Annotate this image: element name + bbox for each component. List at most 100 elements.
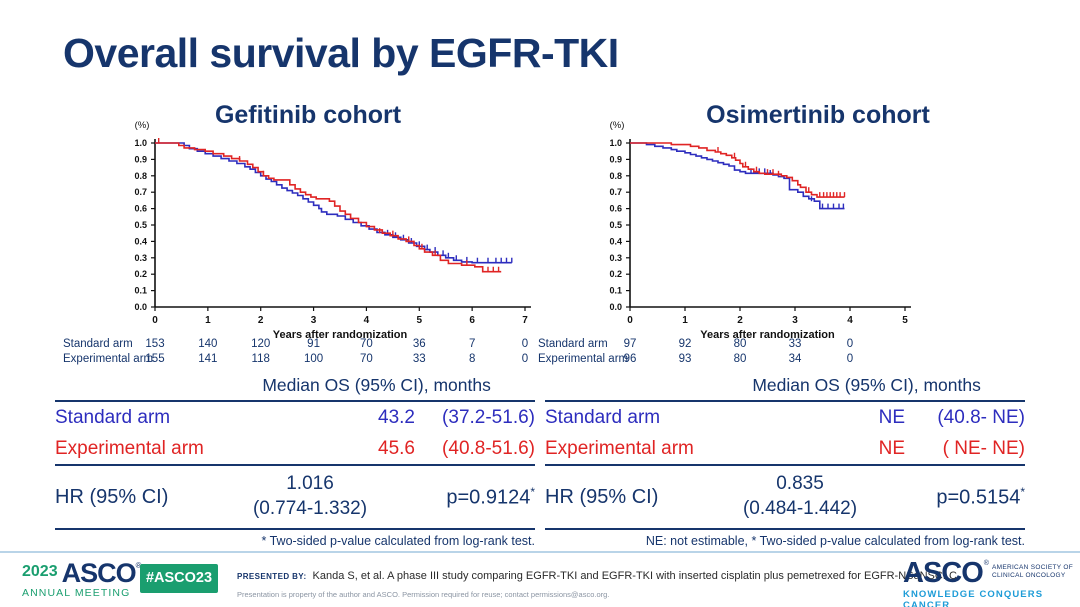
asco-society-logo: ASCO ® AMERICAN SOCIETY OF CLINICAL ONCO… [903, 558, 1080, 607]
svg-text:0.0: 0.0 [609, 302, 622, 312]
median-os-header: Median OS (95% CI), months [262, 375, 491, 395]
svg-text:0.8: 0.8 [134, 171, 147, 181]
svg-text:0: 0 [522, 353, 528, 365]
svg-text:91: 91 [307, 338, 320, 350]
svg-text:155: 155 [145, 353, 164, 365]
svg-text:0: 0 [847, 353, 853, 365]
svg-text:0.7: 0.7 [134, 187, 147, 197]
svg-text:33: 33 [789, 338, 802, 350]
footer-divider [0, 551, 1080, 553]
median-os-header: Median OS (95% CI), months [752, 375, 981, 395]
hr-label: HR (95% CI) [545, 485, 659, 508]
svg-text:3: 3 [311, 315, 317, 326]
svg-text:0.9: 0.9 [609, 154, 622, 164]
ci-value: (40.8- NE) [937, 406, 1025, 428]
svg-text:140: 140 [198, 338, 217, 350]
p-value: p=0.9124* [446, 484, 535, 509]
svg-text:4: 4 [847, 315, 853, 326]
hr-label: HR (95% CI) [55, 485, 169, 508]
svg-text:0.6: 0.6 [609, 204, 622, 214]
svg-text:0.7: 0.7 [609, 187, 622, 197]
svg-text:0.9: 0.9 [134, 154, 147, 164]
svg-text:Standard arm: Standard arm [538, 338, 608, 350]
svg-text:92: 92 [679, 338, 692, 350]
median-value: 45.6 [378, 437, 415, 459]
arm-label: Standard arm [55, 406, 171, 428]
svg-text:0: 0 [627, 315, 633, 326]
svg-text:0.2: 0.2 [134, 269, 147, 279]
hr-value: 0.835 (0.484-1.442) [742, 473, 858, 519]
svg-text:4: 4 [364, 315, 370, 326]
presented-by-block: PRESENTED BY: Kanda S, et al. A phase III… [237, 566, 957, 599]
presented-by-label: PRESENTED BY: [237, 572, 307, 581]
svg-text:0.1: 0.1 [134, 286, 147, 296]
svg-text:0.1: 0.1 [609, 286, 622, 296]
km-chart-gefitinib: (%) 0.0 0.1 0.2 0.3 0.4 0.5 0.6 0.7 0.8 0.9 1.0 0 1 2 3… [63, 120, 531, 365]
asco-annual-meeting-logo: 2023 ASCO® ANNUAL MEETING [22, 560, 142, 599]
svg-text:1.0: 1.0 [609, 138, 622, 148]
svg-text:0.2: 0.2 [609, 269, 622, 279]
table-footnote: * Two-sided p-value calculated from log-… [261, 534, 535, 548]
arm-label: Standard arm [545, 406, 661, 428]
svg-text:0.0: 0.0 [134, 302, 147, 312]
permission-fine-print: Presentation is property of the author a… [237, 590, 610, 599]
svg-text:93: 93 [679, 353, 692, 365]
table-header: Median OS (95% CI), months [545, 372, 1025, 402]
svg-text:7: 7 [522, 315, 528, 326]
hashtag-badge: #ASCO23 [140, 564, 218, 593]
table-header: Median OS (95% CI), months [55, 372, 535, 402]
ci-value: (37.2-51.6) [442, 406, 535, 428]
svg-text:Experimental arm: Experimental arm [63, 353, 153, 365]
svg-text:100: 100 [304, 353, 323, 365]
asco-tagline: KNOWLEDGE CONQUERS CANCER [903, 589, 1044, 607]
svg-text:120: 120 [251, 338, 270, 350]
svg-text:2: 2 [737, 315, 743, 326]
asco-wordmark: ASCO [61, 558, 137, 588]
p-value: p=0.5154* [936, 484, 1025, 509]
svg-text:0.4: 0.4 [609, 236, 622, 246]
registered-mark-icon: ® [135, 561, 142, 570]
osimertinib-cohort-title: Osimertinib cohort [706, 101, 930, 129]
svg-text:96: 96 [624, 353, 637, 365]
svg-text:5: 5 [902, 315, 908, 326]
km-chart-osimertinib: (%) 0.0 0.1 0.2 0.3 0.4 0.5 0.6 0.7 0.8 0.9 1.0 0 1 2 3… [538, 120, 911, 365]
svg-text:Standard arm: Standard arm [63, 338, 133, 350]
registered-mark-icon: ® [983, 560, 989, 567]
svg-text:0.6: 0.6 [134, 204, 147, 214]
page-title: Overall survival by EGFR-TKI [63, 30, 619, 76]
svg-text:3: 3 [792, 315, 798, 326]
svg-text:97: 97 [624, 338, 637, 350]
table-row: Experimental arm NE ( NE- NE) [545, 433, 1025, 464]
median-value: 43.2 [378, 406, 415, 428]
median-value: NE [878, 437, 905, 459]
svg-text:80: 80 [734, 353, 747, 365]
svg-text:8: 8 [469, 353, 475, 365]
meeting-year: 2023 [22, 563, 58, 580]
society-name: AMERICAN SOCIETY OF CLINICAL ONCOLOGY [991, 564, 1074, 580]
table-body: Standard arm 43.2 (37.2-51.6) Experiment… [55, 402, 535, 466]
ci-value: ( NE- NE) [942, 437, 1025, 459]
svg-text:0.8: 0.8 [609, 171, 622, 181]
osimertinib-results-table: Median OS (95% CI), months Standard arm … [545, 372, 1025, 548]
table-row: Experimental arm 45.6 (40.8-51.6) [55, 433, 535, 464]
citation-text: Kanda S, et al. A phase III study compar… [312, 570, 957, 582]
arm-label: Experimental arm [55, 437, 204, 459]
svg-text:0.5: 0.5 [134, 220, 147, 230]
gefitinib-results-table: Median OS (95% CI), months Standard arm … [55, 372, 535, 548]
svg-text:0.5: 0.5 [609, 220, 622, 230]
svg-text:(%): (%) [610, 120, 625, 131]
svg-text:1: 1 [682, 315, 688, 326]
svg-text:0.4: 0.4 [134, 236, 147, 246]
svg-text:153: 153 [145, 338, 164, 350]
median-value: NE [878, 406, 905, 428]
svg-text:118: 118 [252, 353, 270, 365]
svg-text:33: 33 [413, 353, 426, 365]
svg-text:5: 5 [417, 315, 423, 326]
svg-text:6: 6 [469, 315, 475, 326]
svg-text:80: 80 [734, 338, 747, 350]
svg-text:Experimental arm: Experimental arm [538, 353, 628, 365]
hazard-ratio-row: HR (95% CI) 1.016 (0.774-1.332) p=0.9124… [55, 466, 535, 530]
table-footnote: NE: not estimable, * Two-sided p-value c… [645, 534, 1025, 548]
svg-text:7: 7 [469, 338, 475, 350]
hr-value: 1.016 (0.774-1.332) [252, 473, 368, 519]
